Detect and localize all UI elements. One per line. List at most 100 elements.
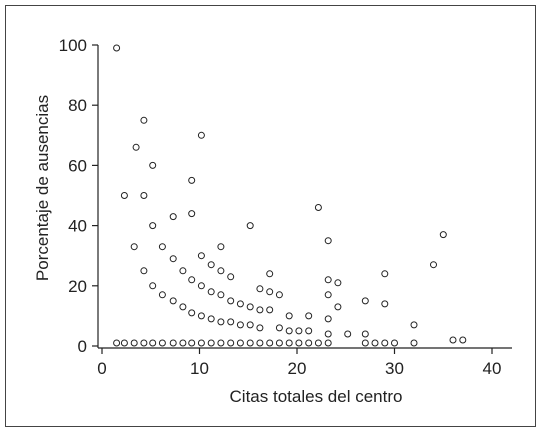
x-tick-label: 30 [385,359,404,378]
data-point [246,321,254,329]
data-point [130,243,138,251]
data-point [217,318,225,326]
data-point [314,204,322,211]
data-point [381,339,389,347]
data-point [197,312,205,320]
x-tick-label: 40 [483,359,502,378]
data-point [149,282,157,290]
data-point [179,339,187,347]
data-point [410,321,418,329]
y-tick-label: 40 [68,217,87,236]
data-point [227,339,235,347]
data-point [236,300,244,308]
data-point [381,300,389,308]
y-tick-label: 100 [59,36,87,55]
data-point [227,273,235,281]
data-point [197,282,205,290]
data-point [266,288,274,296]
data-point [266,270,274,278]
data-point [158,291,166,299]
data-point [246,222,254,230]
data-point [410,339,418,347]
data-point [361,330,369,338]
data-point [113,339,121,347]
data-point [227,318,235,326]
data-point [314,339,322,347]
axes [97,45,512,349]
data-point [381,270,389,278]
data-point [256,306,264,314]
data-point [169,213,177,221]
data-point [324,339,332,347]
x-ticks: 0 10 20 30 40 [97,348,501,378]
data-point [120,339,128,347]
data-point [305,339,313,347]
data-point [207,288,215,296]
data-point [449,336,457,344]
data-point [169,297,177,305]
data-point [179,267,187,275]
data-point [439,231,447,239]
data-point [140,267,148,275]
data-point [324,237,332,245]
data-point [149,339,157,347]
x-axis-title: Citas totales del centro [230,387,403,406]
data-point [430,261,437,269]
data-point [132,143,140,151]
data-point [361,339,369,347]
data-point [324,330,332,338]
data-point [459,336,467,344]
data-point [324,276,332,284]
data-point [169,339,177,347]
data-point [188,339,196,347]
data-point [140,116,148,124]
data-point [305,327,313,335]
data-point [158,243,166,251]
data-point [207,261,215,269]
data-point [295,327,303,335]
data-point [391,339,398,347]
data-point [188,176,196,184]
data-point [140,192,148,199]
data-point [227,297,235,305]
data-point [169,255,177,263]
data-point [266,339,274,347]
y-tick-label: 80 [68,96,87,115]
data-point [275,324,283,332]
data-point [275,291,283,299]
data-point [140,339,148,347]
data-point [361,297,369,305]
data-point [295,339,303,347]
data-point [266,306,274,314]
chart-frame [5,5,536,427]
data-point [120,192,128,199]
data-point [188,309,196,317]
y-tick-label: 0 [78,337,87,356]
data-point [197,131,205,139]
data-point [324,315,332,323]
y-tick-label: 60 [68,156,87,175]
x-tick-label: 20 [288,359,307,378]
data-point [246,339,254,347]
data-point [217,339,225,347]
data-point [149,222,157,230]
y-tick-label: 20 [68,277,87,296]
data-point [217,291,225,299]
data-point [188,276,196,284]
data-point [179,303,187,311]
data-point [344,330,352,338]
y-axis-title: Porcentaje de ausencias [33,95,52,281]
data-point [197,252,205,260]
data-point [217,267,225,275]
data-point [334,303,342,311]
data-point [149,161,157,169]
data-point [324,291,332,299]
y-ticks: 0 20 40 60 80 100 [59,36,98,356]
data-point [197,339,205,347]
data-point [256,285,264,293]
data-point [371,339,379,347]
data-point [305,312,313,320]
data-point [113,44,121,52]
data-point [285,312,293,320]
